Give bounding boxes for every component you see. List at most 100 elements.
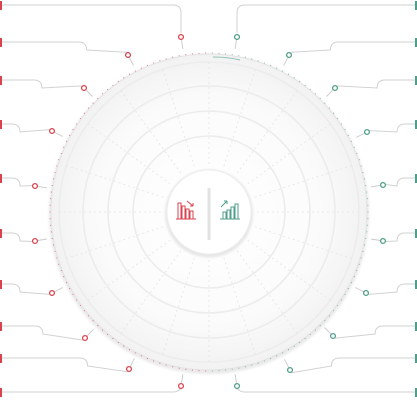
ring-dot bbox=[263, 62, 265, 64]
callout-leader bbox=[2, 79, 82, 89]
spoke-10 bbox=[66, 226, 164, 259]
callout-end-marker bbox=[415, 174, 417, 183]
ring-dot bbox=[102, 93, 104, 95]
callout-leader bbox=[2, 325, 83, 341]
ring-dot bbox=[165, 58, 167, 60]
ring-dot bbox=[282, 70, 284, 72]
callout-end-marker bbox=[0, 1, 2, 10]
left-callout-10 bbox=[0, 374, 185, 397]
ring-dot bbox=[191, 53, 193, 55]
ring-dot bbox=[76, 299, 78, 301]
ring-dot bbox=[128, 349, 131, 351]
ring-dot bbox=[97, 325, 99, 327]
left-callout-6 bbox=[0, 229, 47, 245]
ring-dot bbox=[333, 112, 335, 114]
ring-dot bbox=[218, 370, 220, 372]
ring-dot bbox=[56, 257, 58, 259]
ring-dot bbox=[50, 198, 52, 200]
callout-tick bbox=[371, 185, 381, 188]
ring-dot bbox=[366, 198, 368, 200]
callout-leader bbox=[2, 4, 182, 33]
ring-dot bbox=[287, 73, 290, 75]
ring-dot bbox=[328, 315, 330, 317]
left-callout-7 bbox=[0, 280, 63, 297]
spoke-17 bbox=[223, 69, 256, 167]
ring-dot bbox=[244, 366, 246, 368]
icon-bar bbox=[230, 206, 235, 220]
callout-tick bbox=[234, 39, 237, 49]
ring-dot bbox=[66, 282, 68, 284]
callout-leader bbox=[385, 177, 415, 187]
ring-dot bbox=[328, 107, 330, 109]
left-callout-4 bbox=[0, 120, 63, 137]
callout-end-marker bbox=[415, 38, 417, 47]
callout-node bbox=[177, 382, 185, 390]
spoke-15 bbox=[162, 69, 195, 167]
spoke-7 bbox=[162, 257, 195, 355]
ring-dot bbox=[363, 244, 366, 246]
callout-tick bbox=[54, 287, 63, 293]
left-callout-3 bbox=[0, 76, 93, 97]
ring-dot bbox=[50, 191, 52, 193]
callout-end-marker bbox=[415, 388, 417, 397]
ring-dot bbox=[340, 299, 342, 301]
left-callout-5 bbox=[0, 174, 47, 190]
icon-bar bbox=[234, 203, 239, 220]
ring-dot bbox=[165, 364, 167, 366]
ring-dot bbox=[51, 237, 53, 240]
spoke-14 bbox=[120, 90, 182, 174]
callout-end-marker bbox=[0, 76, 2, 85]
right-callout-9 bbox=[284, 354, 417, 374]
right-callout-2 bbox=[283, 38, 417, 66]
right-callout-8 bbox=[324, 322, 417, 340]
ring-dot bbox=[153, 360, 155, 362]
ring-dot bbox=[54, 250, 56, 253]
ring-dot bbox=[244, 56, 246, 58]
ring-dot bbox=[76, 123, 78, 125]
ring-dot bbox=[299, 80, 301, 82]
callout-node bbox=[379, 181, 387, 189]
callout-end-marker bbox=[0, 388, 2, 397]
ring-dot bbox=[117, 342, 119, 344]
ring-dot bbox=[356, 269, 358, 272]
ring-dot bbox=[92, 102, 94, 104]
ring-dot bbox=[83, 310, 85, 312]
callout-end-marker bbox=[0, 174, 2, 183]
icon-bar bbox=[189, 210, 194, 220]
ring-dot bbox=[366, 191, 368, 193]
callout-tick bbox=[355, 287, 364, 293]
callout-end-marker bbox=[415, 1, 417, 10]
ring-dot bbox=[56, 165, 58, 167]
ring-dot bbox=[293, 77, 295, 79]
ring-dot bbox=[314, 329, 316, 331]
callout-leader bbox=[2, 357, 128, 373]
ring-dot bbox=[92, 320, 94, 322]
callout-end-marker bbox=[0, 120, 2, 129]
callout-leader bbox=[368, 283, 415, 295]
ring-dot bbox=[319, 325, 321, 327]
ring-dot bbox=[159, 60, 161, 62]
ring-dot bbox=[231, 368, 233, 370]
ring-dot bbox=[63, 146, 65, 148]
callout-end-marker bbox=[0, 280, 2, 289]
callout-leader bbox=[2, 232, 33, 242]
callout-end-marker bbox=[415, 120, 417, 129]
right-callout-5 bbox=[371, 174, 417, 189]
ring-dot bbox=[140, 67, 142, 69]
ring-dot bbox=[324, 102, 326, 104]
callout-node bbox=[285, 51, 293, 59]
callout-node bbox=[286, 366, 294, 374]
ring-dot bbox=[340, 123, 342, 125]
callout-tick bbox=[181, 374, 184, 384]
ring-dot bbox=[128, 73, 131, 75]
ring-dot bbox=[362, 250, 364, 253]
ring-dot bbox=[102, 329, 104, 331]
ring-dot bbox=[276, 67, 278, 69]
callout-end-marker bbox=[415, 76, 417, 85]
ring-dot bbox=[304, 84, 306, 86]
ring-dot bbox=[287, 349, 290, 351]
icon-arrow bbox=[220, 200, 228, 208]
